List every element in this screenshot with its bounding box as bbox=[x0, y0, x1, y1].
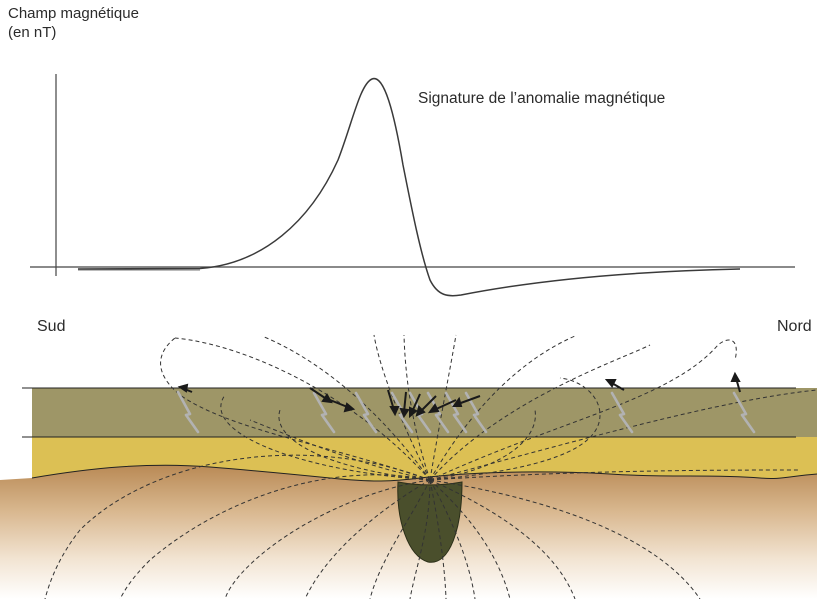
grey-lightning-arrow bbox=[610, 391, 634, 434]
grey-lightning-arrow bbox=[354, 391, 378, 434]
field-vectors bbox=[177, 371, 741, 419]
grey-lightning-arrow bbox=[390, 391, 414, 434]
geological-section bbox=[0, 334, 817, 599]
grey-lightning-arrow bbox=[732, 391, 756, 434]
north-direction-label: Nord bbox=[777, 318, 812, 335]
curve-annotation: Signature de l’anomalie magnétique bbox=[418, 90, 666, 107]
anomaly-curve bbox=[77, 77, 741, 297]
grey-lightning-arrow bbox=[444, 391, 468, 434]
grey-lightning-arrow bbox=[176, 390, 200, 434]
y-axis-label: Champ magnétique bbox=[8, 5, 139, 22]
south-direction-label: Sud bbox=[37, 318, 66, 335]
profile-graph bbox=[30, 74, 795, 297]
grey-lightning-arrow bbox=[312, 391, 336, 434]
y-axis-unit-label: (en nT) bbox=[8, 24, 57, 41]
middle-layer bbox=[32, 437, 817, 481]
grey-lightning-arrow bbox=[464, 391, 488, 434]
magnetization-arrows bbox=[176, 390, 756, 434]
field-lines bbox=[44, 334, 817, 599]
magnetic-body bbox=[397, 481, 463, 563]
grey-lightning-arrow bbox=[426, 391, 450, 434]
